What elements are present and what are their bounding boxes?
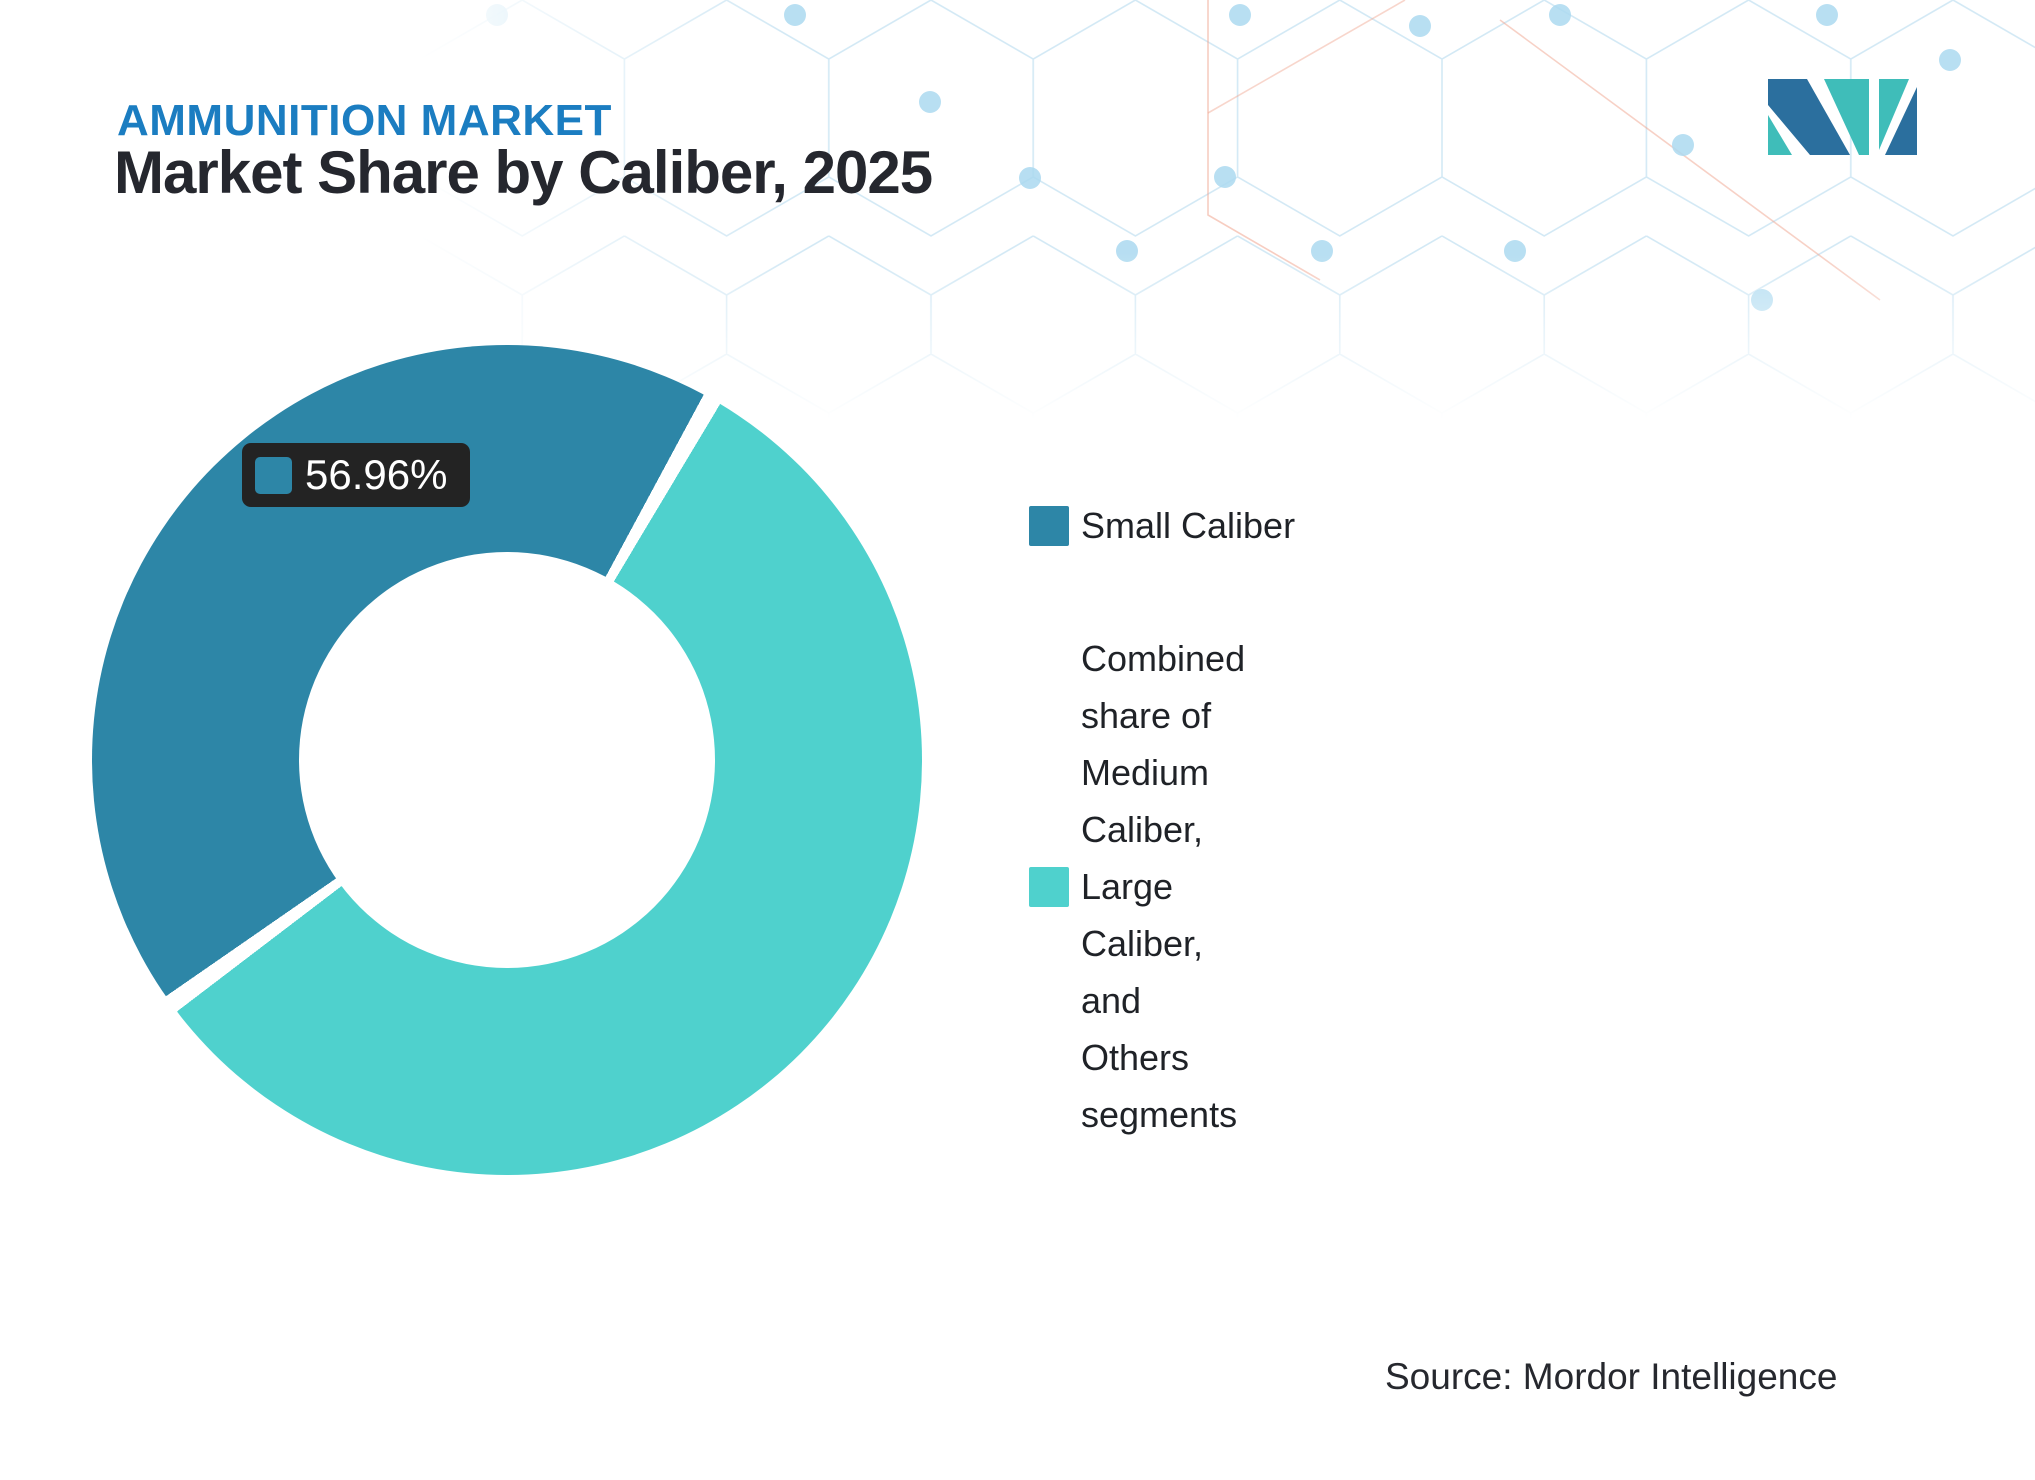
logo-corner-shape — [1768, 115, 1792, 155]
logo-m-left-shape — [1768, 79, 1850, 155]
callout-swatch — [255, 456, 292, 494]
legend-label-small-caliber: Small Caliber — [1081, 505, 1296, 546]
source-note: Source: Mordor Intelligence — [1385, 1356, 1838, 1397]
legend-label-line: Combined share of Medium — [1081, 638, 1246, 793]
logo-i-bottom-shape — [1885, 87, 1917, 155]
legend-label-line: Caliber, Large Caliber, and Others — [1081, 809, 1204, 1078]
page-title: Market Share by Caliber, 2025 — [114, 139, 933, 206]
legend-swatch-combined-segments — [1029, 866, 1069, 907]
donut-hole — [299, 552, 715, 968]
logo-i-top-shape — [1879, 79, 1909, 150]
value-callout: 56.96% — [242, 443, 470, 507]
legend-item-small-caliber: Small Caliber — [1029, 505, 1295, 547]
hex-pattern-decoration — [420, 0, 2035, 420]
legend-swatch-small-caliber — [1029, 506, 1069, 546]
legend-label-line: segments — [1081, 1094, 1238, 1135]
brand-logo — [1768, 79, 1917, 155]
legend-item-combined-segments: Combined share of Medium Caliber, Large … — [1029, 630, 1245, 1143]
report-eyebrow: AMMUNITION MARKET — [117, 96, 612, 145]
logo-m-right-shape — [1824, 79, 1869, 155]
donut-chart[interactable] — [92, 345, 922, 1175]
legend-label-combined-segments: Combined share of Medium Caliber, Large … — [1081, 630, 1245, 1143]
callout-value: 56.96% — [305, 451, 448, 498]
